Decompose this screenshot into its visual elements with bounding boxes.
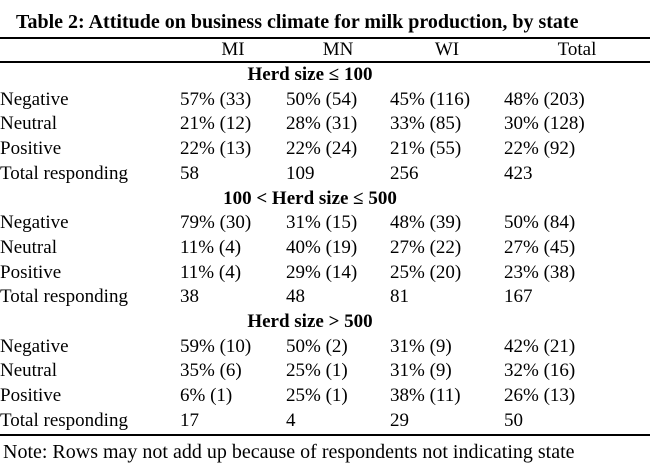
column-header-row: MI MN WI Total (0, 39, 650, 63)
table-row: Neutral 21% (12) 28% (31) 33% (85) 30% (128) (0, 112, 650, 137)
data-cell: 31% (15) (286, 212, 358, 234)
section-header: 100 < Herd size ≤ 500 (223, 187, 397, 209)
data-cell: 35% (6) (180, 360, 242, 382)
data-cell: 25% (1) (286, 385, 348, 407)
data-cell: 59% (10) (180, 335, 252, 357)
table-row: Positive 11% (4) 29% (14) 25% (20) 23% (38) (0, 261, 650, 286)
data-cell: 27% (45) (504, 236, 576, 258)
data-cell: 22% (24) (286, 138, 358, 160)
data-cell: 38 (180, 286, 199, 308)
data-cell: 21% (12) (180, 113, 252, 135)
table-row: Neutral 35% (6) 25% (1) 31% (9) 32% (16) (0, 359, 650, 384)
row-label: Negative (0, 88, 69, 110)
data-cell: 6% (1) (180, 385, 233, 407)
section-header-row: 100 < Herd size ≤ 500 (0, 187, 650, 212)
data-cell: 11% (4) (180, 236, 242, 258)
data-cell: 17 (180, 409, 199, 431)
data-cell: 50% (2) (286, 335, 348, 357)
column-header: MI (180, 39, 286, 63)
table-row: Total responding 17 4 29 50 (0, 409, 650, 435)
column-header: WI (390, 39, 504, 63)
data-cell: 48 (286, 286, 305, 308)
table-row: Total responding 58 109 256 423 (0, 162, 650, 187)
section-header: Herd size > 500 (247, 311, 373, 333)
table-row: Neutral 11% (4) 40% (19) 27% (22) 27% (45) (0, 236, 650, 261)
row-label: Neutral (0, 360, 57, 382)
data-cell: 48% (203) (504, 88, 585, 110)
row-label: Positive (0, 261, 62, 283)
data-cell: 50% (54) (286, 88, 358, 110)
data-cell: 25% (1) (286, 360, 348, 382)
attitude-table: MI MN WI Total Herd size ≤ 100 Negative 57% (… (0, 39, 650, 436)
data-cell: 30% (128) (504, 113, 585, 135)
data-cell: 40% (19) (286, 236, 358, 258)
data-cell: 48% (39) (390, 212, 462, 234)
data-cell: 29% (14) (286, 261, 358, 283)
data-cell: 42% (21) (504, 335, 576, 357)
data-cell: 33% (85) (390, 113, 462, 135)
data-cell: 21% (55) (390, 138, 462, 160)
data-cell: 256 (390, 162, 419, 184)
data-cell: 45% (116) (390, 88, 471, 110)
data-cell: 31% (9) (390, 335, 452, 357)
table-row: Total responding 38 48 81 167 (0, 285, 650, 310)
data-cell: 32% (16) (504, 360, 576, 382)
table-row: Positive 22% (13) 22% (24) 21% (55) 22% (92) (0, 137, 650, 162)
table-note: Note: Rows may not add up because of res… (3, 440, 575, 463)
data-cell: 11% (4) (180, 261, 242, 283)
data-cell: 57% (33) (180, 88, 252, 110)
section-header-row: Herd size > 500 (0, 310, 650, 335)
data-cell: 23% (38) (504, 261, 576, 283)
table-title: Table 2: Attitude on business climate fo… (0, 0, 650, 39)
table-row: Negative 57% (33) 50% (54) 45% (116) 48% (20… (0, 88, 650, 113)
row-label: Neutral (0, 236, 57, 258)
data-cell: 423 (504, 162, 533, 184)
table-row: Negative 79% (30) 31% (15) 48% (39) 50% (84) (0, 211, 650, 236)
data-cell: 81 (390, 286, 409, 308)
data-cell: 26% (13) (504, 385, 576, 407)
table-row: Negative 59% (10) 50% (2) 31% (9) 42% (21) (0, 335, 650, 360)
data-cell: 50% (84) (504, 212, 576, 234)
section-header: Herd size ≤ 100 (247, 64, 373, 85)
data-cell: 4 (286, 409, 296, 431)
data-cell: 22% (92) (504, 138, 576, 160)
data-cell: 31% (9) (390, 360, 452, 382)
column-header: MN (286, 39, 390, 63)
data-cell: 27% (22) (390, 236, 462, 258)
data-cell: 29 (390, 409, 409, 431)
data-cell: 28% (31) (286, 113, 358, 135)
row-label: Total responding (0, 286, 128, 308)
data-cell: 25% (20) (390, 261, 462, 283)
corner-cell (0, 39, 180, 63)
section-header-row: Herd size ≤ 100 (0, 62, 650, 88)
row-label: Negative (0, 212, 69, 234)
row-label: Positive (0, 138, 62, 160)
data-cell: 58 (180, 162, 199, 184)
column-header: Total (504, 39, 650, 63)
row-label: Total responding (0, 409, 128, 431)
row-label: Neutral (0, 113, 57, 135)
data-cell: 79% (30) (180, 212, 252, 234)
row-label: Total responding (0, 162, 128, 184)
row-label: Negative (0, 335, 69, 357)
row-label: Positive (0, 385, 62, 407)
data-cell: 38% (11) (390, 385, 461, 407)
data-cell: 50 (504, 409, 523, 431)
data-cell: 167 (504, 286, 533, 308)
data-cell: 22% (13) (180, 138, 252, 160)
table-row: Positive 6% (1) 25% (1) 38% (11) 26% (13) (0, 384, 650, 409)
data-cell: 109 (286, 162, 315, 184)
